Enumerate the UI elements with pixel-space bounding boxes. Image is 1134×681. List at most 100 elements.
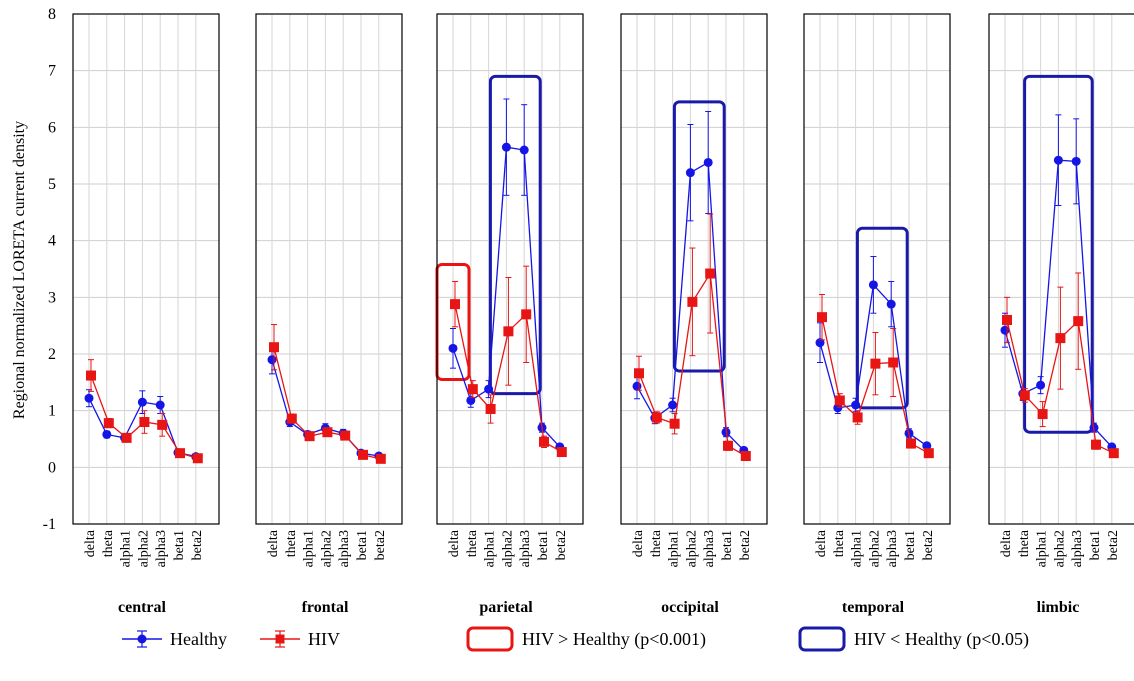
hiv-gt-legend-box: [466, 626, 514, 652]
hiv-point: [723, 440, 733, 451]
hiv-point: [539, 436, 549, 447]
panel-frame: [436, 13, 584, 525]
healthy-point: [1071, 156, 1081, 166]
x-tick-label: beta2: [373, 530, 388, 560]
panel-frame: [620, 13, 768, 525]
panel-frame: [72, 13, 220, 525]
y-tick-label: 2: [48, 346, 56, 363]
healthy-point: [484, 384, 494, 394]
healthy-point: [155, 400, 165, 410]
hiv-point: [651, 412, 662, 423]
healthy-point: [102, 429, 112, 439]
hiv-point: [1037, 409, 1048, 420]
x-tick-label: theta: [465, 529, 480, 557]
panel-title: frontal: [302, 599, 349, 616]
x-tick-label: theta: [284, 529, 299, 557]
hiv-point: [521, 309, 532, 320]
y-axis: -1 0 1 2 3 4 5 6 7 8: [43, 6, 56, 533]
x-tick-label: beta2: [554, 530, 569, 560]
hiv-point: [888, 357, 899, 368]
healthy-point: [922, 441, 932, 451]
hiv-point: [375, 453, 386, 464]
x-tick-label: alpha1: [119, 530, 134, 567]
hiv-point: [740, 451, 751, 461]
panel-title: central: [118, 599, 167, 616]
legend-healthy: Healthy: [120, 624, 227, 654]
plot-layer: [84, 74, 1119, 464]
y-tick-label: 0: [48, 459, 56, 476]
x-tick-label: theta: [649, 529, 664, 557]
x-tick-label: delta: [631, 529, 646, 557]
x-tick-label: alpha3: [1070, 530, 1085, 567]
hiv-lt-legend-box: [798, 626, 846, 652]
frame-layer: [72, 13, 1134, 525]
legend-hiv-gt-label: HIV > Healthy (p<0.001): [522, 628, 706, 649]
x-tick-label: alpha2: [319, 530, 334, 567]
x-tick-label: alpha3: [518, 530, 533, 567]
x-tick-label: delta: [814, 529, 829, 557]
healthy-point: [868, 280, 878, 290]
hiv-point: [834, 395, 845, 406]
hiv-point: [157, 419, 168, 430]
legend-hiv-lt-label: HIV < Healthy (p<0.05): [854, 628, 1029, 649]
x-tick-label: delta: [83, 529, 98, 557]
y-tick-label: 6: [48, 119, 56, 136]
x-tick-label: alpha1: [850, 530, 865, 567]
x-tick-label: alpha2: [684, 530, 699, 567]
hiv-point: [286, 413, 297, 424]
x-tick-label: beta2: [1106, 530, 1121, 560]
y-tick-label: -1: [43, 516, 56, 533]
x-tick-label: beta2: [190, 530, 205, 560]
healthy-point: [685, 168, 695, 178]
panel-frame: [988, 13, 1134, 525]
hiv-point: [1108, 448, 1119, 459]
hiv-point: [467, 384, 478, 395]
healthy-point: [886, 299, 896, 309]
x-tick-label: alpha1: [667, 530, 682, 567]
healthy-point: [519, 145, 529, 155]
hiv-point: [1091, 439, 1101, 450]
healthy-point: [703, 157, 713, 167]
legend-hiv-lt: HIV < Healthy (p<0.05): [798, 624, 1029, 654]
y-tick-label: 8: [48, 6, 56, 23]
hiv-lt-box: [855, 226, 909, 410]
hiv-point: [322, 427, 333, 438]
hiv-point: [121, 432, 132, 443]
hiv-point: [103, 418, 114, 429]
label-layer: delta theta alpha1 alpha2 alpha3 beta1 beta2ce…: [83, 529, 1121, 616]
hiv-point: [556, 447, 567, 458]
x-tick-label: delta: [999, 529, 1014, 557]
healthy-point: [815, 338, 825, 348]
x-tick-label: beta1: [536, 530, 551, 560]
x-tick-label: alpha3: [702, 530, 717, 567]
y-tick-label: 3: [48, 289, 56, 306]
panel-frame: [255, 13, 403, 525]
x-tick-label: beta2: [921, 530, 936, 560]
healthy-point: [137, 397, 147, 407]
x-tick-label: alpha1: [1035, 530, 1050, 567]
hiv-point: [852, 412, 863, 423]
hiv-point: [1073, 316, 1084, 327]
healthy-point: [632, 381, 642, 391]
x-tick-label: alpha2: [867, 530, 882, 567]
hiv-point: [906, 438, 916, 449]
x-tick-label: delta: [447, 529, 462, 557]
hiv-point: [870, 358, 881, 369]
y-axis-label: Regional normalized LORETA current densi…: [11, 121, 28, 419]
healthy-point: [466, 395, 476, 405]
healthy-point: [1053, 155, 1063, 165]
hiv-point: [1019, 390, 1030, 401]
x-tick-label: theta: [832, 529, 847, 557]
healthy-point: [501, 142, 511, 152]
hiv-point: [485, 403, 496, 414]
panel-title: temporal: [842, 599, 905, 616]
x-tick-label: beta1: [720, 530, 735, 560]
hiv-point: [450, 299, 460, 310]
hiv-point: [1055, 333, 1066, 344]
hiv-point: [669, 418, 680, 429]
x-tick-label: theta: [101, 529, 116, 557]
healthy-legend-marker: [122, 630, 162, 648]
hiv-point: [705, 268, 716, 279]
hiv-point: [358, 449, 368, 460]
hiv-point: [687, 296, 698, 307]
